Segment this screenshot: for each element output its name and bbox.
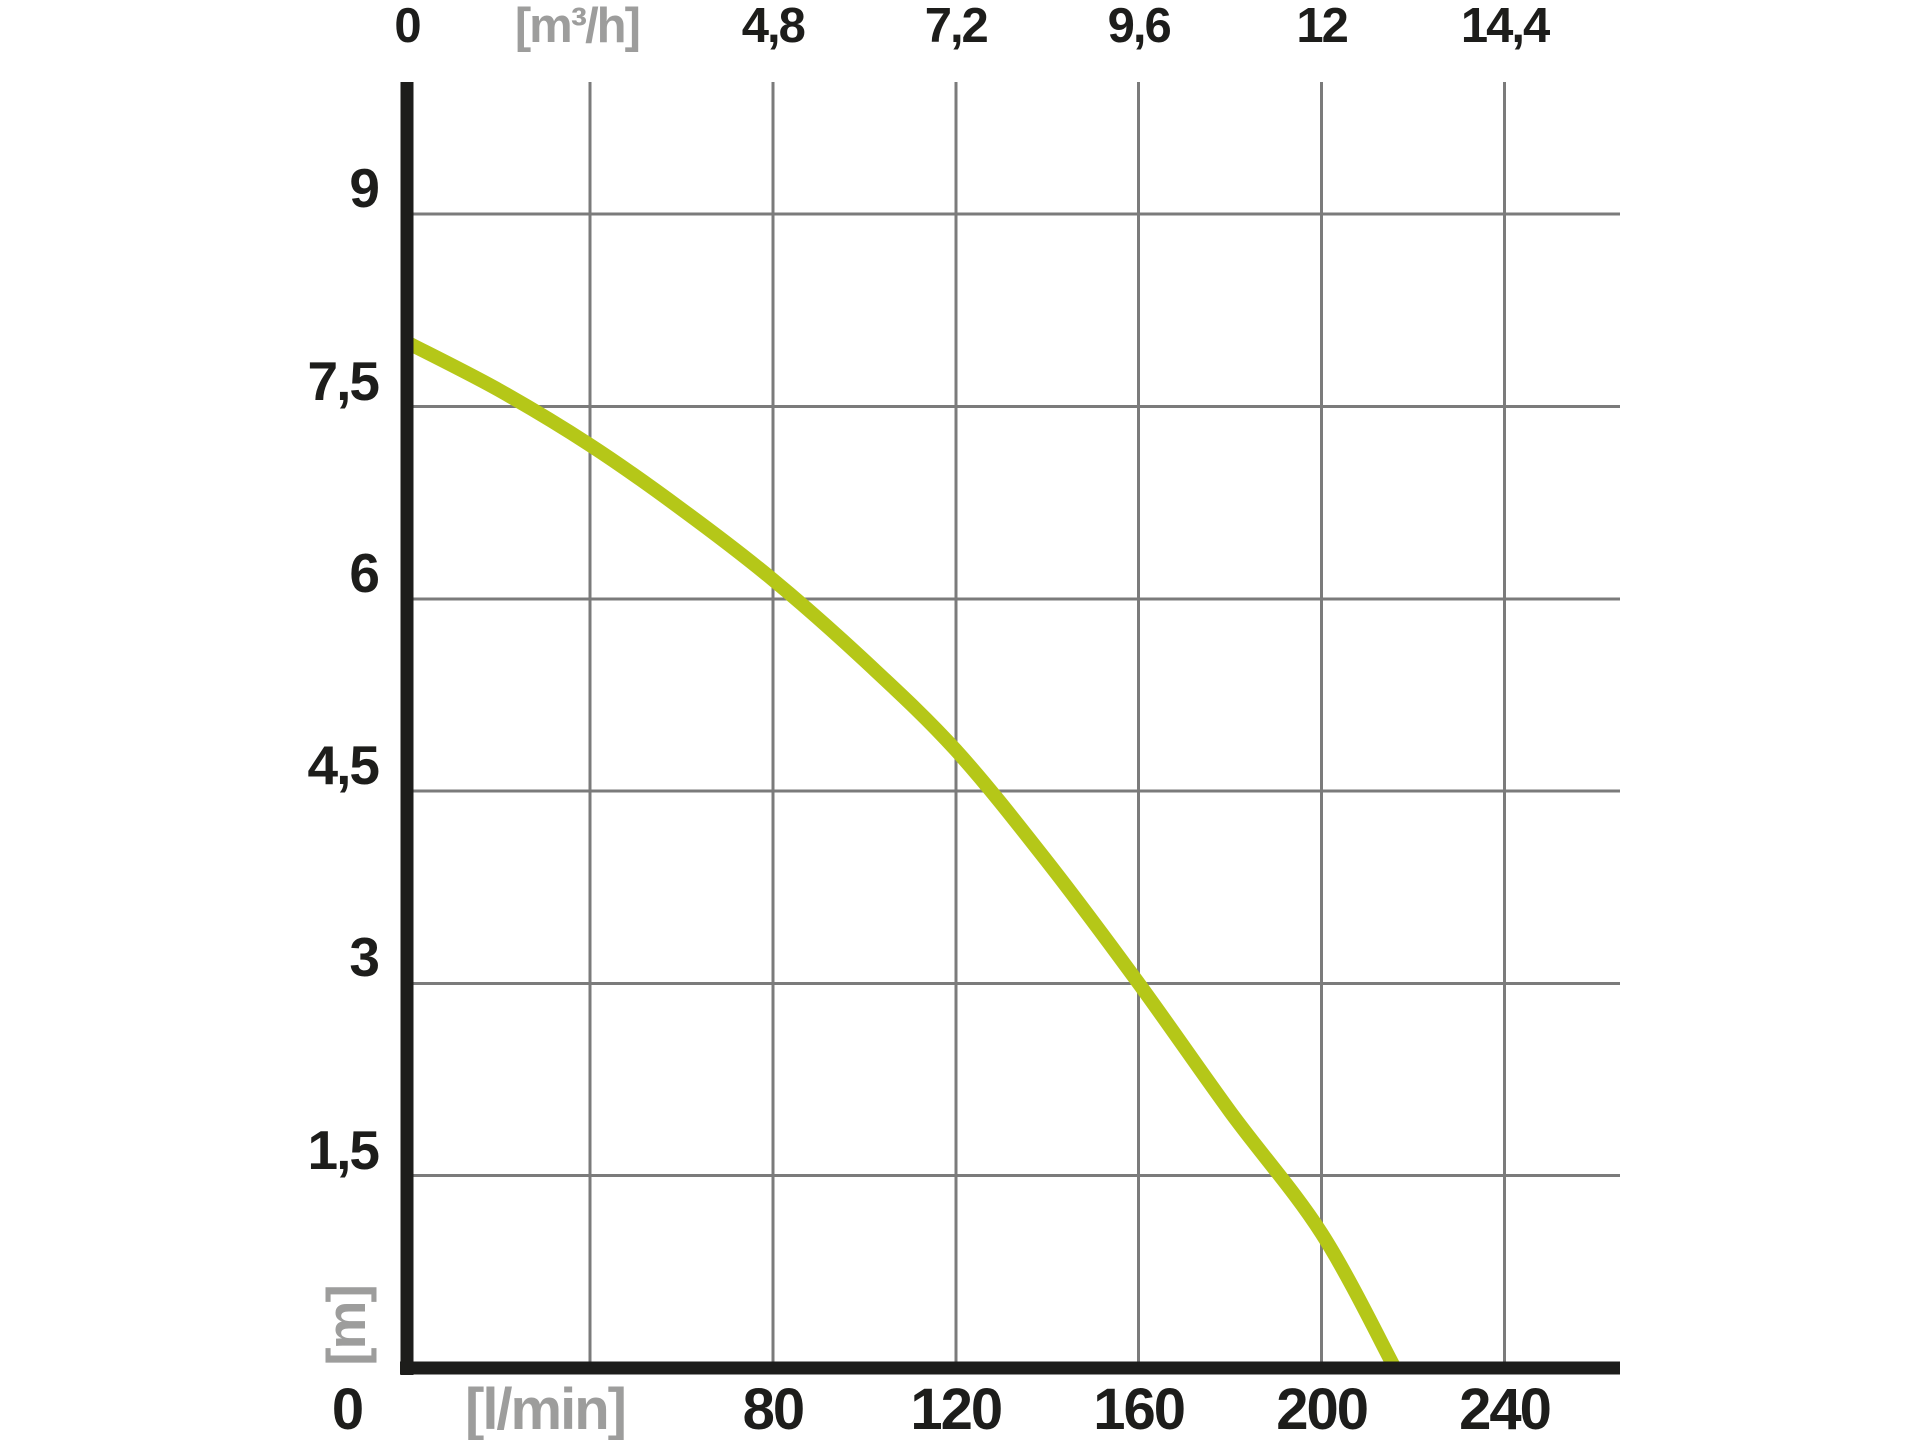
left-axis-tick-label: 9 (349, 157, 380, 220)
top-axis-unit-label: [m³/h] (514, 0, 641, 53)
left-axis-tick-label: 4,5 (307, 734, 380, 797)
left-axis-tick-label: 7,5 (307, 349, 380, 412)
top-axis-tick-label: 0 (394, 0, 421, 53)
bottom-axis-unit-label: [l/min] (465, 1377, 627, 1440)
top-axis-tick-label: 7,2 (924, 0, 989, 53)
left-axis-tick-label: 6 (349, 541, 380, 604)
top-axis-tick-label: 9,6 (1107, 0, 1172, 53)
bottom-axis-tick-label: 0 (331, 1377, 364, 1440)
bottom-axis-tick-label: 120 (910, 1377, 1003, 1440)
grid-lines (407, 82, 1620, 1368)
bottom-axis-tick-label: 80 (742, 1377, 806, 1440)
bottom-axis-tick-label: 160 (1093, 1377, 1186, 1440)
top-axis-tick-label: 12 (1296, 0, 1349, 53)
pump-curve-line (403, 336, 1401, 1372)
top-axis-tick-label: 4,8 (741, 0, 806, 53)
bottom-axis-tick-label: 200 (1276, 1377, 1369, 1440)
top-axis-tick-label: 14,4 (1460, 0, 1550, 53)
curve-layer (403, 336, 1401, 1372)
left-axis-tick-label: 3 (349, 926, 380, 989)
left-axis-tick-label: 1,5 (307, 1118, 380, 1181)
axes (400, 82, 1620, 1375)
left-axis-unit-label: [m] (315, 1286, 377, 1366)
bottom-axis-tick-label: 240 (1459, 1377, 1552, 1440)
